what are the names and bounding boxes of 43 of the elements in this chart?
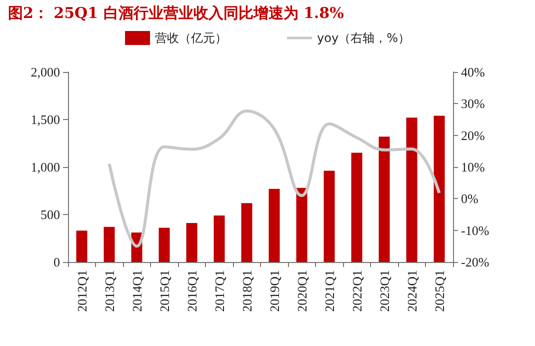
bar (104, 226, 115, 262)
bar (406, 118, 418, 262)
x-tick-label: 2012Q1 (74, 270, 90, 312)
x-tick-label: 2023Q1 (376, 270, 392, 312)
x-tick-label: 2021Q1 (322, 270, 337, 312)
y2-tick-label: 10% (461, 160, 485, 174)
x-tick-label: 2024Q1 (404, 270, 420, 312)
x-tick-label: 2014Q1 (129, 270, 144, 312)
x-tick-label: 2018Q1 (239, 270, 254, 312)
y-tick-label: 1,500 (30, 112, 60, 127)
bar (324, 170, 335, 262)
x-tick-label: 2013Q1 (102, 270, 117, 312)
bar (378, 136, 390, 262)
y-tick-label: 2,000 (30, 64, 60, 80)
y-tick-label: 0 (54, 254, 60, 270)
x-tick-label: 2015Q1 (156, 270, 172, 312)
bar (214, 215, 225, 262)
bar (268, 188, 280, 262)
bar (351, 152, 362, 262)
x-tick-label: 2025Q1 (432, 270, 447, 312)
y2-tick-label: -10% (461, 222, 490, 238)
x-tick-label: 2017Q1 (212, 270, 227, 312)
y2-tick-label: 20% (461, 128, 485, 143)
x-tick-label: 2022Q1 (349, 270, 364, 312)
y2-tick-label: 40% (461, 64, 485, 80)
bar (241, 203, 252, 262)
bar (158, 228, 170, 262)
y-tick-label: 500 (40, 207, 60, 222)
line-series (108, 109, 441, 248)
y2-tick-label: 30% (461, 96, 485, 112)
y-tick-label: 1,000 (30, 160, 60, 174)
bar (296, 188, 308, 262)
y2-tick-label: 0% (461, 191, 478, 206)
x-tick-label: 2019Q1 (266, 270, 282, 312)
bar (434, 116, 445, 262)
bar (76, 230, 88, 262)
legend-label: 营收（亿元） (155, 31, 228, 45)
x-tick-label: 2020Q1 (294, 270, 310, 312)
bar (186, 223, 198, 262)
x-tick-label: 2016Q1 (184, 270, 200, 312)
legend-label: yoy（右轴，%） (317, 31, 410, 45)
chart-title: 图2： 25Q1 白酒行业营业收入同比增速为 1.8% (8, 4, 344, 23)
y2-tick-label: -20% (461, 254, 490, 270)
